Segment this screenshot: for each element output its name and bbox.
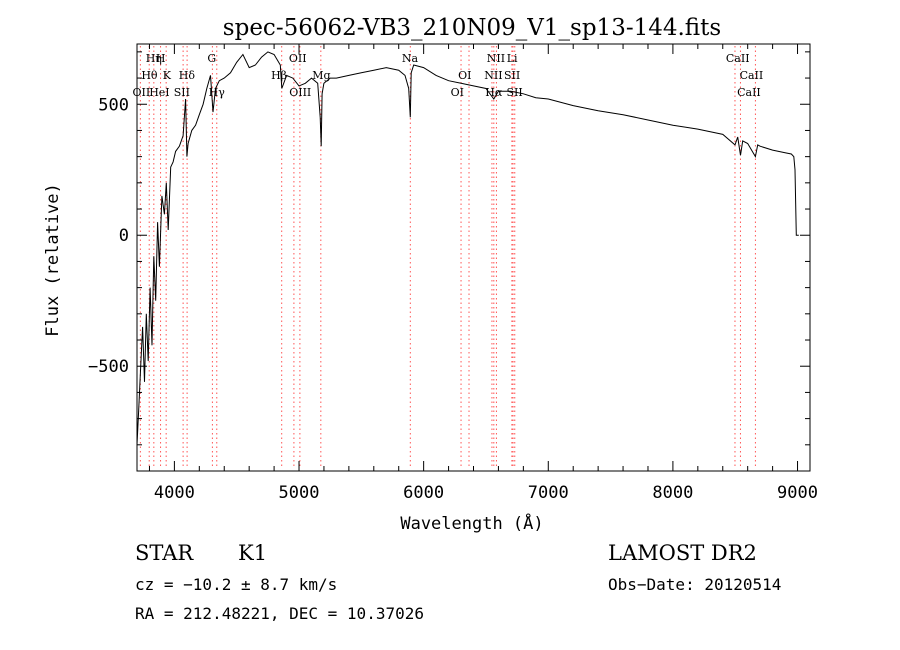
line-label: SII: [504, 69, 520, 82]
line-label: Mg: [312, 69, 330, 82]
line-label: Hα: [485, 86, 503, 99]
line-label: OII: [133, 86, 151, 99]
line-label: CaII: [740, 69, 764, 82]
subclass: K1: [238, 541, 267, 565]
y-tick-label: 500: [98, 95, 129, 115]
y-tick-label: 0: [119, 226, 129, 246]
line-label: Hη: [146, 52, 162, 65]
line-label: Li: [507, 52, 518, 65]
line-label: Na: [402, 52, 419, 65]
obs-date: Obs−Date: 20120514: [608, 575, 781, 594]
line-label: Hβ: [271, 69, 287, 82]
y-tick-label: −500: [88, 357, 129, 377]
line-label: SII: [507, 86, 523, 99]
line-markers: [139, 46, 756, 469]
object-class: STAR: [135, 541, 194, 565]
line-label: OIII: [289, 86, 311, 99]
line-label: NII: [487, 52, 505, 65]
plot-frame: [136, 43, 811, 472]
line-label: Hγ: [209, 86, 226, 99]
line-label: Hδ: [179, 69, 196, 82]
line-label: SII: [174, 86, 190, 99]
x-tick-label: 5000: [279, 483, 320, 503]
line-label: OI: [458, 69, 471, 82]
line-label: Hθ: [141, 69, 158, 82]
coordinates: RA = 212.48221, DEC = 10.37026: [135, 604, 424, 623]
x-axis: 4000 5000 6000 7000 8000 9000: [148, 44, 818, 503]
x-tick-label: 4000: [154, 483, 195, 503]
line-label: OII: [289, 52, 307, 65]
chart-title: spec-56062-VB3_210N09_V1_sp13-144.fits: [223, 15, 721, 41]
x-tick-label: 7000: [528, 483, 569, 503]
spectrum-line: [136, 51, 799, 445]
line-label: H: [156, 52, 166, 65]
y-axis: −500 0 500: [88, 51, 810, 472]
redshift-cz: cz = −10.2 ± 8.7 km/s: [135, 575, 337, 594]
line-label: K: [163, 69, 172, 82]
x-tick-label: 8000: [652, 483, 693, 503]
x-tick-label: 9000: [777, 483, 818, 503]
line-label: CaII: [726, 52, 750, 65]
x-tick-label: 6000: [403, 483, 444, 503]
line-label: HeI: [149, 86, 169, 99]
line-label: G: [207, 52, 216, 65]
y-axis-label: Flux (relative): [43, 183, 63, 337]
line-label: NII: [484, 69, 502, 82]
line-label: CaII: [737, 86, 761, 99]
line-label: OI: [451, 86, 464, 99]
x-axis-label: Wavelength (Å): [400, 512, 543, 534]
survey-name: LAMOST DR2: [608, 541, 757, 565]
